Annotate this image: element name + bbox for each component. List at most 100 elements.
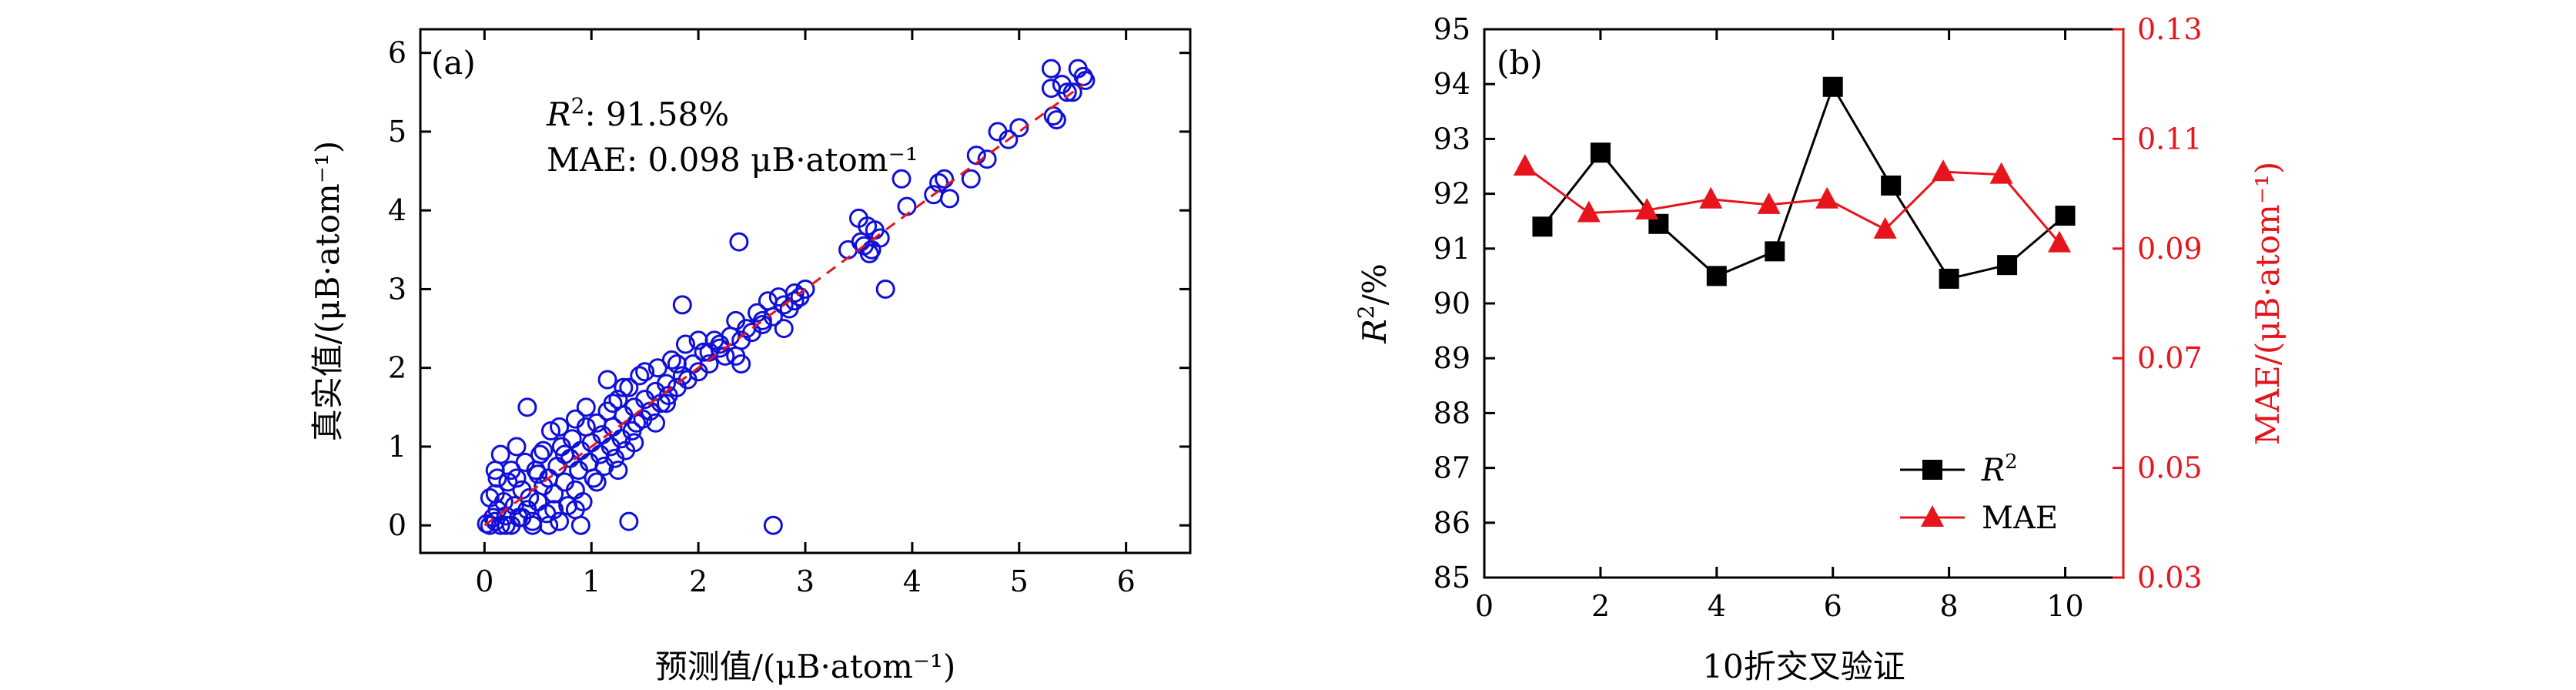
- b-ytick-label: 90: [1434, 286, 1470, 320]
- r2-point: [1997, 255, 2018, 276]
- scatter-point: [731, 354, 751, 374]
- panel-b-series-r2: [1532, 76, 2076, 289]
- b-xtick-label: 2: [1591, 589, 1610, 623]
- r2-line: [1541, 84, 2066, 280]
- mae-point: [1932, 159, 1955, 182]
- legend-r2-label: R2: [1981, 451, 2018, 488]
- b-ytick-label: 88: [1434, 396, 1470, 430]
- mae-point: [1757, 192, 1781, 214]
- panel-a-y-ticks: 0 1 2 3 4 5 6: [388, 36, 1190, 542]
- scatter-point: [530, 444, 550, 464]
- panel-a-diagonal-line: [483, 83, 1085, 527]
- b-ytick-label: 95: [1434, 12, 1470, 46]
- scatter-point: [729, 232, 749, 252]
- scatter-point: [785, 291, 805, 311]
- scatter-point: [528, 464, 548, 484]
- panel-b-right-y-ticks: 0.03 0.05 0.07 0.09 0.11 0.13: [2113, 12, 2203, 595]
- scatter-point: [935, 169, 955, 189]
- scatter-point: [587, 472, 607, 492]
- panel-b-legend: R2 MAE: [1900, 451, 2058, 536]
- scatter-point: [576, 397, 596, 417]
- scatter-point: [667, 354, 687, 374]
- b-y2tick-label: 0.07: [2137, 341, 2203, 375]
- mae-point: [1699, 186, 1723, 209]
- mae-line: [1524, 165, 2061, 244]
- scatter-point: [570, 515, 590, 535]
- a-ytick-label: 0: [388, 508, 406, 542]
- b-y2tick-label: 0.05: [2137, 451, 2203, 485]
- b-y2tick-label: 0.13: [2137, 12, 2203, 46]
- scatter-point: [710, 334, 730, 354]
- panel-a-r2-annotation: R2: 91.58%: [546, 93, 729, 133]
- b-xtick-label: 10: [2046, 589, 2083, 623]
- legend-entry-r2: R2: [1900, 451, 2018, 488]
- mae-point: [1577, 200, 1601, 223]
- a-ytick-label: 1: [388, 430, 406, 464]
- legend-mae-label: MAE: [1982, 501, 2058, 536]
- mae-point: [2048, 230, 2071, 253]
- scatter-point: [565, 500, 585, 520]
- b-ytick-label: 89: [1434, 341, 1470, 375]
- panel-b-x-axis-title: 10折交叉验证: [1702, 648, 1905, 685]
- scatter-point: [940, 189, 959, 209]
- scatter-point: [672, 295, 692, 315]
- scatter-point: [517, 397, 537, 417]
- scatter-point: [487, 468, 507, 488]
- scatter-point: [544, 484, 564, 504]
- a-xtick-label: 4: [903, 564, 922, 598]
- scatter-point: [603, 394, 623, 414]
- panel-b-y-axis-title: R2/%: [1353, 263, 1393, 344]
- legend-mae-marker: [1921, 505, 1944, 527]
- scatter-point: [597, 370, 617, 390]
- scatter-point: [688, 330, 708, 350]
- r2-point: [1765, 241, 1785, 262]
- scatter-point: [550, 511, 570, 531]
- panel-b-x-ticks: 0 2 4 6 8 10: [1475, 29, 2084, 623]
- r2-point: [1822, 76, 1843, 97]
- scatter-point: [763, 515, 783, 535]
- b-ytick-label: 85: [1434, 561, 1470, 595]
- scatter-point: [1046, 110, 1066, 130]
- scatter-point: [875, 279, 895, 299]
- mae-point: [1513, 154, 1537, 176]
- scatter-point: [838, 239, 858, 260]
- a-xtick-label: 6: [1117, 564, 1136, 598]
- scatter-point: [858, 216, 878, 236]
- scatter-point: [624, 433, 644, 453]
- b-xtick-label: 4: [1708, 589, 1726, 623]
- scatter-point: [619, 377, 639, 397]
- panel-b-series-mae: [1513, 154, 2071, 253]
- b-xtick-label: 6: [1824, 589, 1842, 623]
- scatter-point: [675, 334, 695, 354]
- scatter-point: [656, 394, 676, 414]
- scatter-point: [661, 350, 681, 370]
- scatter-point: [490, 444, 510, 464]
- scatter-point: [999, 129, 1019, 149]
- mae-point: [1989, 162, 2013, 184]
- scatter-point: [512, 507, 532, 528]
- b-ytick-label: 94: [1434, 67, 1470, 101]
- mae-point: [1815, 186, 1839, 209]
- a-xtick-label: 2: [689, 564, 708, 598]
- scatter-point: [490, 515, 510, 535]
- scatter-point: [565, 409, 585, 429]
- b-xtick-label: 8: [1940, 589, 1959, 623]
- mae-point: [1873, 216, 1897, 239]
- scatter-point: [544, 500, 564, 520]
- scatter-point: [584, 468, 604, 488]
- scatter-point: [608, 461, 628, 481]
- a-xtick-label: 0: [475, 564, 493, 598]
- panel-a-label: (a): [431, 44, 476, 82]
- scatter-point: [619, 511, 639, 531]
- scatter-point: [758, 291, 778, 311]
- b-ytick-label: 87: [1434, 451, 1470, 485]
- scatter-point: [752, 310, 772, 330]
- a-xtick-label: 1: [582, 564, 601, 598]
- scatter-point: [555, 444, 574, 464]
- legend-entry-mae: MAE: [1900, 501, 2058, 536]
- scatter-point: [630, 366, 650, 386]
- scatter-point: [966, 146, 986, 166]
- scatter-point: [646, 413, 666, 433]
- panel-a: 0 1 2 3 4 5 6 0 1 2 3 4 5 6 (a) R2: 91.58% MAE: 0.09…: [309, 28, 1192, 685]
- scatter-point: [540, 421, 560, 441]
